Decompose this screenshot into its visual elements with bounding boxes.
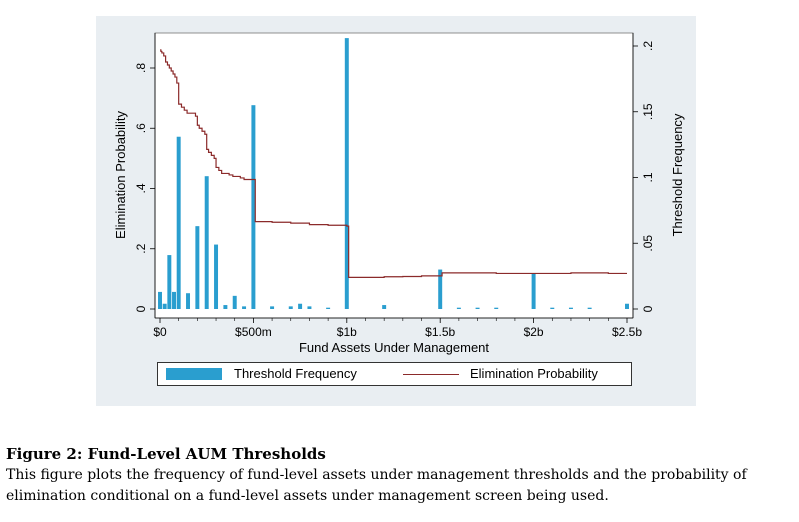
legend-swatch-threshold-frequency bbox=[166, 368, 222, 380]
frequency-bar bbox=[186, 293, 191, 309]
x-axis-title: Fund Assets Under Management bbox=[299, 340, 489, 355]
frequency-bar bbox=[242, 306, 247, 309]
frequency-bar bbox=[587, 307, 592, 309]
legend-label-elimination-probability: Elimination Probability bbox=[470, 366, 598, 381]
y-right-tick-label: 0 bbox=[641, 305, 655, 312]
frequency-bar bbox=[344, 38, 349, 310]
frequency-bar bbox=[172, 291, 176, 309]
legend: Threshold Frequency Elimination Probabil… bbox=[157, 362, 632, 386]
frequency-bar bbox=[204, 176, 209, 309]
frequency-bar bbox=[382, 305, 387, 309]
frequency-bar bbox=[298, 303, 303, 309]
frequency-bar bbox=[550, 307, 555, 309]
frequency-bar bbox=[625, 303, 629, 309]
y-left-tick-label: 0 bbox=[134, 305, 148, 312]
frequency-bar bbox=[223, 305, 228, 309]
plot-area bbox=[154, 32, 634, 319]
frequency-bar bbox=[270, 306, 275, 309]
elimination-probability-line bbox=[160, 49, 627, 278]
frequency-bar bbox=[214, 244, 219, 309]
y-right-tick-label: .2 bbox=[641, 41, 655, 51]
y-left-tick-label: .6 bbox=[134, 123, 148, 133]
x-tick-label: $2.5b bbox=[612, 325, 642, 339]
x-tick-label: $2b bbox=[524, 325, 544, 339]
y-left-tick-label: .4 bbox=[134, 183, 148, 193]
frequency-bar bbox=[475, 307, 480, 309]
frequency-bar bbox=[195, 226, 200, 309]
x-tick-label: $1.5b bbox=[425, 325, 455, 339]
frequency-bar bbox=[531, 273, 536, 309]
figure-caption-title: Figure 2: Fund-Level AUM Thresholds bbox=[6, 445, 326, 463]
legend-label-threshold-frequency: Threshold Frequency bbox=[234, 366, 357, 381]
frequency-bar bbox=[326, 307, 331, 309]
x-tick-label: $0 bbox=[153, 325, 167, 339]
frequency-bar bbox=[288, 306, 293, 309]
y-axis-right-title: Threshold Frequency bbox=[670, 113, 685, 236]
figure-caption-body: This figure plots the frequency of fund-… bbox=[6, 467, 747, 504]
y-right-tick-label: .15 bbox=[641, 103, 655, 120]
chart-svg: 0 .2 .4 .6 .8 0 .05 .1 .15 .2 $0 $500m $1b $1.5b $2b $2… bbox=[113, 32, 685, 355]
frequency-bar bbox=[251, 105, 256, 309]
bars-layer bbox=[158, 38, 629, 310]
frequency-bar bbox=[167, 255, 172, 309]
frequency-bar bbox=[456, 307, 461, 309]
frequency-bar bbox=[438, 269, 443, 309]
x-tick-label: $500m bbox=[235, 325, 272, 339]
line-layer bbox=[160, 49, 627, 278]
frequency-bar bbox=[494, 307, 499, 309]
y-left-tick-label: .8 bbox=[134, 63, 148, 73]
frequency-bar bbox=[232, 295, 237, 309]
y-left-tick-label: .2 bbox=[134, 243, 148, 253]
frequency-bar bbox=[158, 291, 162, 309]
y-right-tick-label: .05 bbox=[641, 235, 655, 252]
legend-swatch-elimination-probability bbox=[403, 374, 459, 375]
x-tick-label: $1b bbox=[337, 325, 357, 339]
frequency-bar bbox=[162, 303, 167, 309]
frequency-bar bbox=[568, 307, 573, 309]
axes-layer: 0 .2 .4 .6 .8 0 .05 .1 .15 .2 $0 $500m $1b $1.5b $2b $2… bbox=[134, 33, 655, 339]
frequency-bar bbox=[307, 306, 312, 309]
frequency-bar bbox=[176, 136, 181, 309]
y-axis-left-title: Elimination Probability bbox=[113, 111, 128, 239]
y-right-tick-label: .1 bbox=[641, 172, 655, 182]
